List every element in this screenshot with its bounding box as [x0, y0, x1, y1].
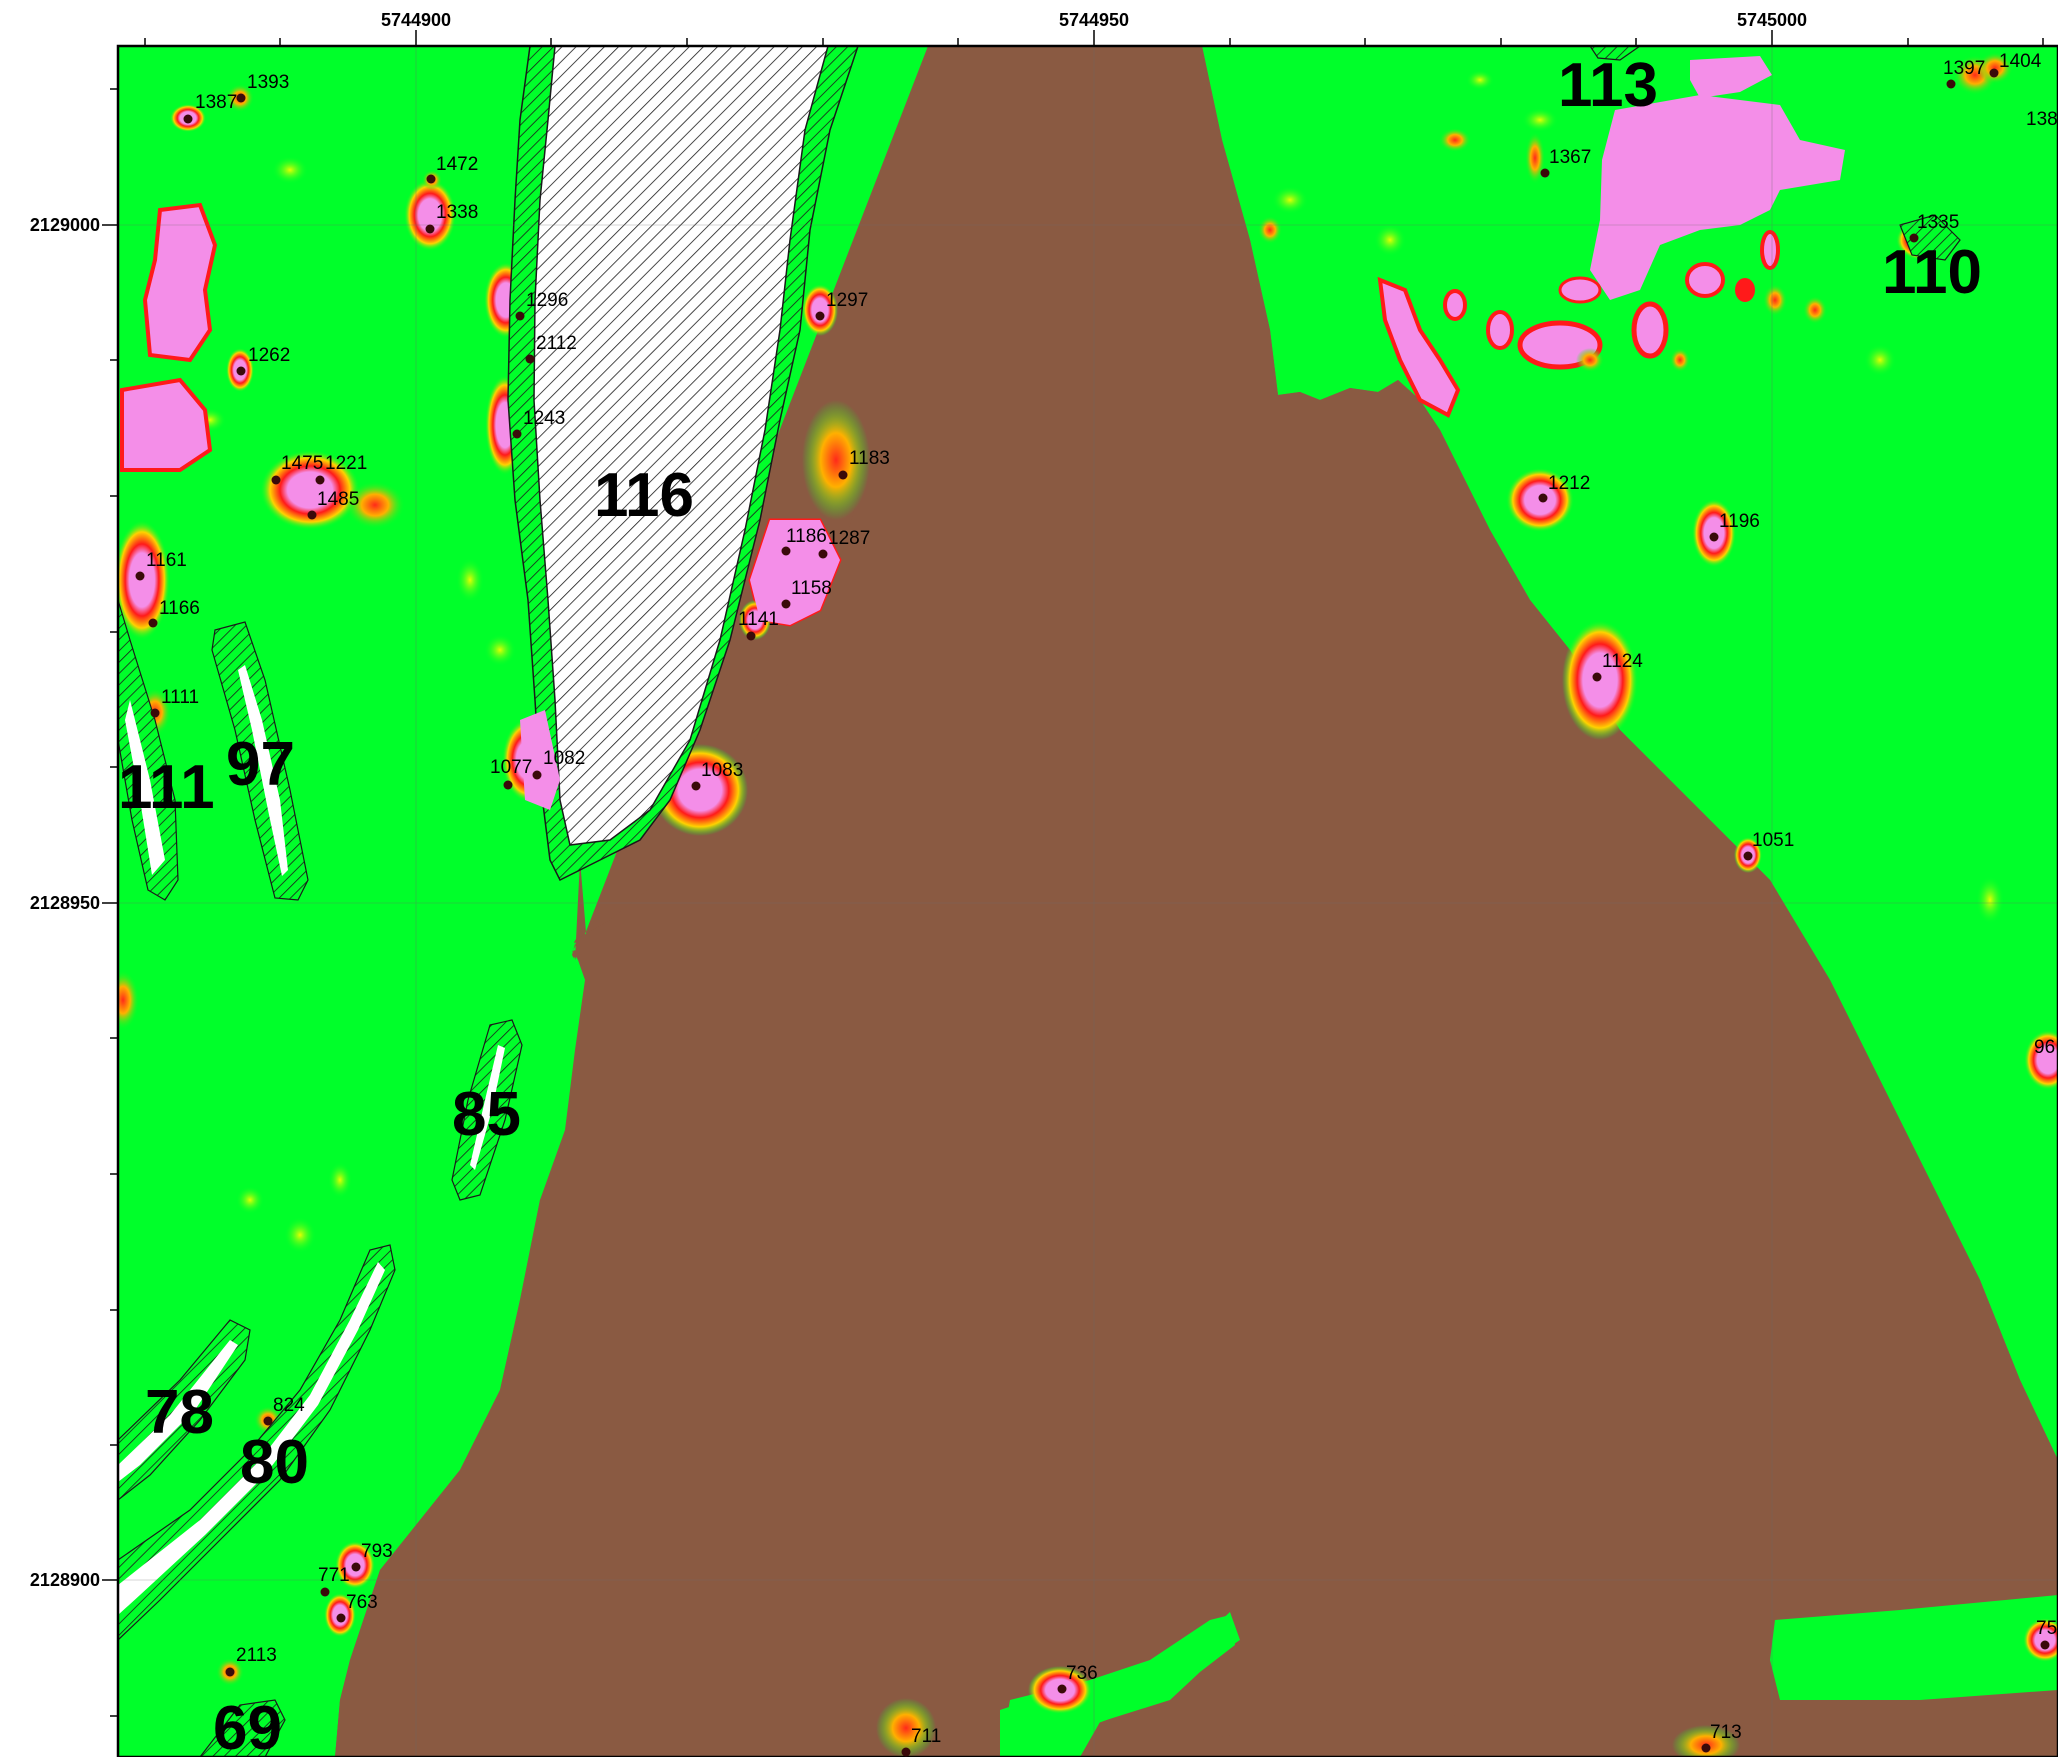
point-label: 1166 — [159, 598, 200, 619]
x-axis-label-3: 5745000 — [1737, 10, 1807, 30]
zone-label-113: 113 — [1558, 51, 1658, 120]
y-axis-label-1: 2129000 — [30, 215, 100, 235]
point-label: 1367 — [1549, 147, 1591, 168]
point-label: 1186 — [786, 526, 827, 547]
point-label: 1082 — [543, 748, 585, 769]
y-axis-label-3: 2128900 — [30, 1570, 100, 1590]
point-label: 75 — [2036, 1618, 2057, 1639]
zone-label-110: 110 — [1882, 238, 1982, 307]
zone-116[interactable] — [533, 46, 829, 846]
point-label: 1243 — [523, 408, 565, 429]
point-label: 1387 — [195, 92, 237, 113]
point-label: 2113 — [236, 1645, 277, 1666]
survey-points — [135, 68, 2050, 1757]
point-label: 1083 — [701, 760, 743, 781]
point-label: 1335 — [1917, 212, 1959, 233]
y-axis-label-2: 2128950 — [30, 893, 100, 913]
point-label: 1475 — [281, 453, 323, 474]
point-label: 1141 — [738, 609, 779, 630]
point-label: 1393 — [247, 72, 289, 93]
point-labels: 1393 1387 1472 1338 1262 1475 1221 1485 … — [146, 51, 2058, 1747]
point-label: 1297 — [826, 290, 868, 311]
point-label: 1161 — [146, 550, 187, 571]
point-label: 1221 — [325, 453, 367, 474]
zone-label-78: 78 — [145, 1378, 214, 1447]
point-label: 1196 — [1719, 511, 1760, 532]
point-label: 1472 — [436, 154, 478, 175]
point-label: 824 — [273, 1395, 305, 1416]
axis-ticks — [102, 30, 2044, 1717]
bottom-mid-green-patch — [1000, 1615, 1235, 1757]
point-label: 1124 — [1602, 651, 1643, 672]
point-label: 1338 — [436, 202, 478, 223]
point-label: 771 — [318, 1565, 350, 1586]
zone-label-85: 85 — [452, 1080, 521, 1149]
point-label: 1183 — [849, 448, 890, 469]
point-label: 96 — [2034, 1037, 2055, 1058]
x-axis-label-1: 5744900 — [381, 10, 451, 30]
point-label: 138 — [2026, 109, 2058, 130]
bottom-right-green-patch — [1770, 1595, 2058, 1700]
point-label: 1296 — [526, 290, 568, 311]
point-label: 1212 — [1548, 473, 1590, 494]
point-label: 1111 — [161, 687, 199, 708]
zone-labels: 116 113 110 111 97 85 78 80 69 — [118, 51, 1982, 1762]
point-label: 763 — [346, 1592, 378, 1613]
zone-label-116: 116 — [594, 461, 694, 530]
point-label: 1287 — [828, 528, 870, 549]
point-label: 1051 — [1752, 830, 1794, 851]
zone-label-97: 97 — [226, 730, 295, 799]
zone-113[interactable] — [1589, 46, 1642, 61]
zone-110[interactable] — [1899, 214, 1961, 261]
zone-111[interactable] — [118, 599, 179, 901]
point-label: 1077 — [490, 757, 532, 778]
zone-label-111: 111 — [118, 753, 215, 822]
point-label: 1397 — [1943, 58, 1985, 79]
point-label: 793 — [361, 1541, 393, 1562]
point-label: 1262 — [248, 345, 290, 366]
grid-lines — [118, 46, 2058, 1757]
anomaly-cloud-ne — [1590, 95, 1845, 300]
point-label: 2112 — [536, 333, 577, 354]
zone-label-80: 80 — [240, 1428, 309, 1497]
x-axis-label-2: 5744950 — [1059, 10, 1129, 30]
point-label: 1404 — [1999, 51, 2042, 72]
zone-label-69: 69 — [213, 1694, 282, 1757]
point-label: 1485 — [317, 489, 359, 510]
point-label: 713 — [1710, 1722, 1742, 1743]
point-label: 1158 — [791, 578, 832, 599]
point-label: 711 — [911, 1726, 941, 1747]
zone-69[interactable] — [199, 1699, 286, 1757]
point-label: 736 — [1066, 1663, 1098, 1684]
